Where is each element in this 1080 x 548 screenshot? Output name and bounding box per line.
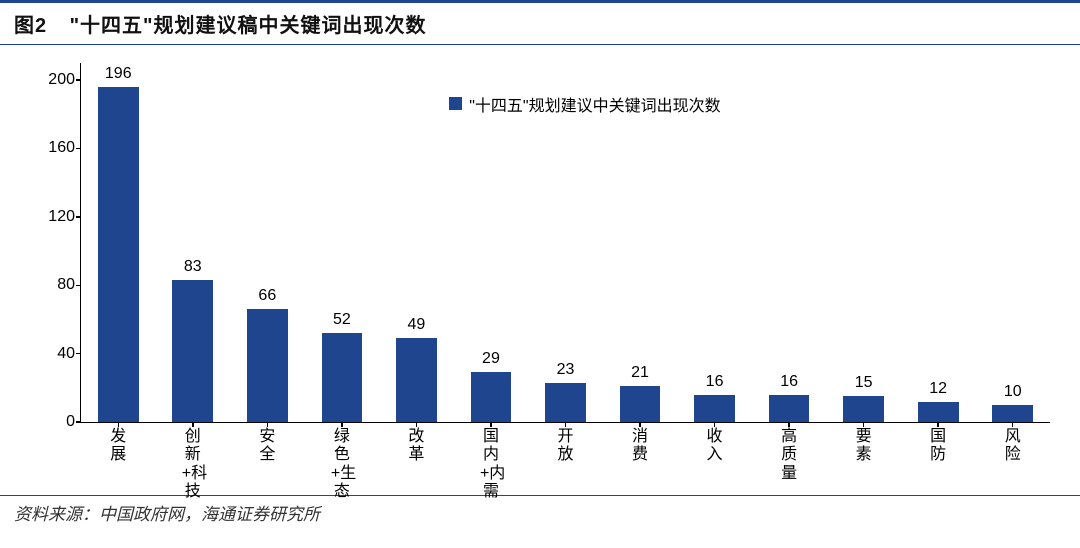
- bar-value-label: 16: [780, 373, 798, 395]
- x-category-label: 收入: [704, 422, 726, 465]
- x-category-label: 创新+科技: [182, 422, 204, 502]
- bar: 16: [769, 395, 810, 422]
- bar-value-label: 21: [631, 364, 649, 386]
- x-category-label: 安全: [256, 422, 278, 465]
- chart-footer: 资料来源：中国政府网，海通证券研究所: [0, 495, 1080, 525]
- bar: 16: [694, 395, 735, 422]
- x-category-label: 开放: [555, 422, 577, 465]
- bar-value-label: 15: [855, 374, 873, 396]
- bar: 15: [843, 396, 884, 422]
- bar: 10: [992, 405, 1033, 422]
- bar-value-label: 66: [258, 287, 276, 309]
- y-tick-mark: [76, 285, 81, 287]
- x-category-label: 消费: [629, 422, 651, 465]
- y-tick-mark: [76, 79, 81, 81]
- bar: 29: [471, 372, 512, 422]
- plot-region: "十四五"规划建议中关键词出现次数 04080120160200196发展83创…: [80, 63, 1050, 423]
- bar-value-label: 16: [706, 373, 724, 395]
- bar: 49: [396, 338, 437, 422]
- bar: 12: [918, 402, 959, 423]
- y-tick-mark: [76, 148, 81, 150]
- bar-value-label: 23: [557, 361, 575, 383]
- bar: 66: [247, 309, 288, 422]
- chart-header: 图2 "十四五"规划建议稿中关键词出现次数: [0, 0, 1080, 45]
- legend-swatch: [449, 97, 462, 110]
- bar: 83: [172, 280, 213, 422]
- x-category-label: 高质量: [778, 422, 800, 483]
- bar: 196: [98, 87, 139, 422]
- bar: 52: [322, 333, 363, 422]
- legend-label: "十四五"规划建议中关键词出现次数: [469, 92, 720, 116]
- x-category-label: 国内+内需: [480, 422, 502, 502]
- x-category-label: 要素: [853, 422, 875, 465]
- x-category-label: 风险: [1002, 422, 1024, 465]
- bar: 21: [620, 386, 661, 422]
- bar: 23: [545, 383, 586, 422]
- bar-value-label: 83: [184, 258, 202, 280]
- figure-label: 图2: [14, 15, 47, 37]
- y-tick-mark: [76, 353, 81, 355]
- chart-area: "十四五"规划建议中关键词出现次数 04080120160200196发展83创…: [10, 45, 1070, 495]
- source-text: 资料来源：中国政府网，海通证券研究所: [14, 505, 320, 524]
- bar-value-label: 49: [408, 316, 426, 338]
- bar-value-label: 52: [333, 311, 351, 333]
- x-category-label: 国防: [927, 422, 949, 465]
- bar-value-label: 29: [482, 350, 500, 372]
- legend: "十四五"规划建议中关键词出现次数: [449, 92, 720, 116]
- bar-value-label: 10: [1004, 383, 1022, 405]
- x-category-label: 绿色+生态: [331, 422, 353, 502]
- bar-value-label: 196: [105, 65, 132, 87]
- y-tick-mark: [76, 421, 81, 423]
- bar-value-label: 12: [929, 380, 947, 402]
- chart-title: "十四五"规划建议稿中关键词出现次数: [70, 15, 427, 37]
- x-category-label: 发展: [107, 422, 129, 465]
- x-category-label: 改革: [405, 422, 427, 465]
- y-tick-mark: [76, 216, 81, 218]
